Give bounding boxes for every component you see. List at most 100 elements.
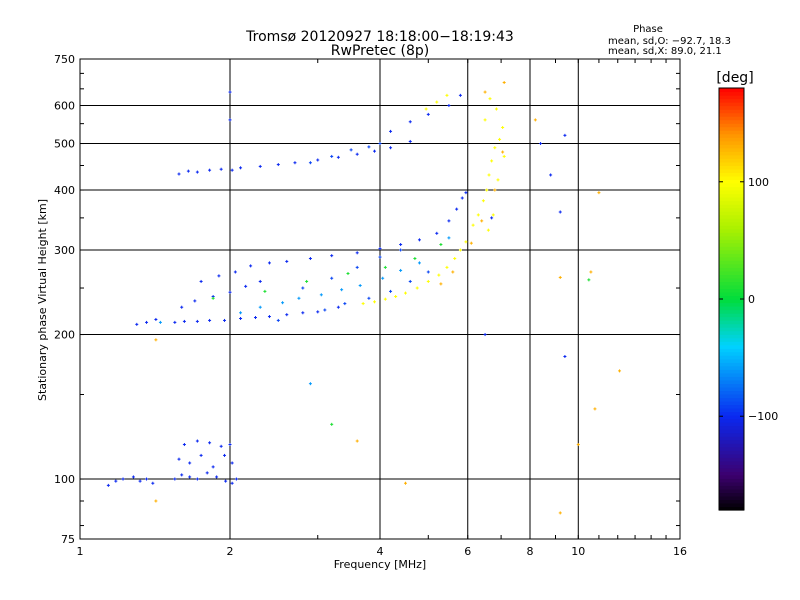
colorbar-segment: [719, 400, 744, 406]
y-tick-label: 75: [61, 533, 75, 546]
data-point: [330, 276, 334, 280]
data-point: [483, 90, 487, 94]
data-point: [455, 207, 459, 211]
colorbar-segment: [719, 309, 744, 314]
colorbar-segment: [719, 386, 744, 392]
colorbar-segment: [719, 492, 744, 497]
data-point: [403, 481, 407, 485]
colorbar-segment: [719, 383, 744, 388]
colorbar-segment: [719, 376, 744, 381]
data-point: [323, 308, 327, 312]
colorbar-segment: [719, 446, 744, 451]
colorbar-segment: [719, 316, 744, 321]
data-point: [399, 268, 403, 272]
data-point: [494, 107, 498, 111]
colorbar-segment: [719, 232, 744, 237]
data-point: [228, 443, 232, 447]
data-point: [258, 305, 262, 309]
colorbar-segment: [719, 372, 744, 377]
data-point: [439, 243, 443, 247]
data-point: [228, 290, 232, 294]
data-point: [378, 247, 382, 251]
data-point: [195, 170, 199, 174]
data-point: [308, 161, 312, 165]
colorbar-segment: [719, 267, 744, 272]
data-point: [367, 296, 371, 300]
data-point: [135, 322, 139, 326]
colorbar-segment: [719, 362, 744, 367]
data-point: [533, 118, 537, 122]
colorbar-segment: [719, 464, 744, 469]
colorbar-segment: [719, 404, 744, 409]
data-point: [445, 265, 449, 269]
data-point: [239, 316, 243, 320]
data-point: [173, 477, 177, 481]
colorbar-segment: [719, 123, 744, 128]
data-point: [476, 213, 480, 217]
x-tick-label: 4: [377, 545, 384, 558]
colorbar-segment: [719, 439, 744, 444]
data-point: [399, 243, 403, 247]
colorbar-segment: [719, 260, 744, 265]
colorbar-segment: [719, 415, 744, 420]
data-point: [498, 137, 502, 141]
data-point: [413, 257, 417, 261]
colorbar-segment: [719, 228, 744, 233]
colorbar-segment: [719, 175, 744, 181]
data-point: [154, 338, 158, 342]
data-point: [336, 305, 340, 309]
data-point: [228, 90, 232, 94]
data-point: [188, 475, 192, 479]
data-point: [114, 479, 118, 483]
colorbar-segment: [719, 126, 744, 131]
colorbar-segment: [719, 485, 744, 490]
data-point: [558, 275, 562, 279]
data-point: [349, 148, 353, 152]
y-tick-label: 300: [54, 244, 75, 257]
stats-line-o: mean, sd,O: −92.7, 18.3: [608, 36, 731, 47]
colorbar-segment: [719, 197, 744, 202]
data-point: [435, 231, 439, 235]
data-point: [417, 261, 421, 265]
data-point: [154, 317, 158, 321]
data-point: [199, 279, 203, 283]
data-point: [316, 310, 320, 314]
data-point: [563, 354, 567, 358]
colorbar-segment: [719, 481, 744, 486]
data-point: [469, 241, 473, 245]
data-point: [408, 279, 412, 283]
x-tick-label: 16: [673, 545, 687, 558]
colorbar-segment: [719, 256, 744, 261]
colorbar-segment: [719, 348, 744, 353]
colorbar-segment: [719, 133, 744, 138]
data-point: [576, 443, 580, 447]
colorbar-segment: [719, 274, 744, 279]
data-point: [437, 273, 441, 277]
y-tick-label: 400: [54, 184, 75, 197]
data-point: [502, 81, 506, 85]
colorbar-segment: [719, 158, 744, 163]
data-point: [493, 188, 497, 192]
data-point: [485, 188, 489, 192]
colorbar-segment: [719, 390, 744, 395]
data-point: [417, 238, 421, 242]
colorbar-label: [deg]: [716, 70, 753, 86]
data-point: [186, 169, 190, 173]
colorbar-segment: [719, 221, 744, 226]
colorbar-segment: [719, 116, 744, 121]
x-axis: 1 2 4 6 8 10 16: [77, 59, 687, 558]
data-point: [145, 477, 149, 481]
colorbar-segment: [719, 102, 744, 107]
colorbar-segment: [719, 330, 744, 335]
colorbar-segment: [719, 436, 744, 441]
data-point: [558, 210, 562, 214]
data-point: [308, 257, 312, 261]
data-point: [367, 145, 371, 149]
data-point: [378, 142, 382, 146]
data-point: [451, 270, 455, 274]
colorbar-segment: [719, 281, 744, 286]
data-point: [195, 319, 199, 323]
colorbar-segment: [719, 341, 744, 346]
data-point: [458, 248, 462, 252]
data-point: [493, 146, 497, 150]
